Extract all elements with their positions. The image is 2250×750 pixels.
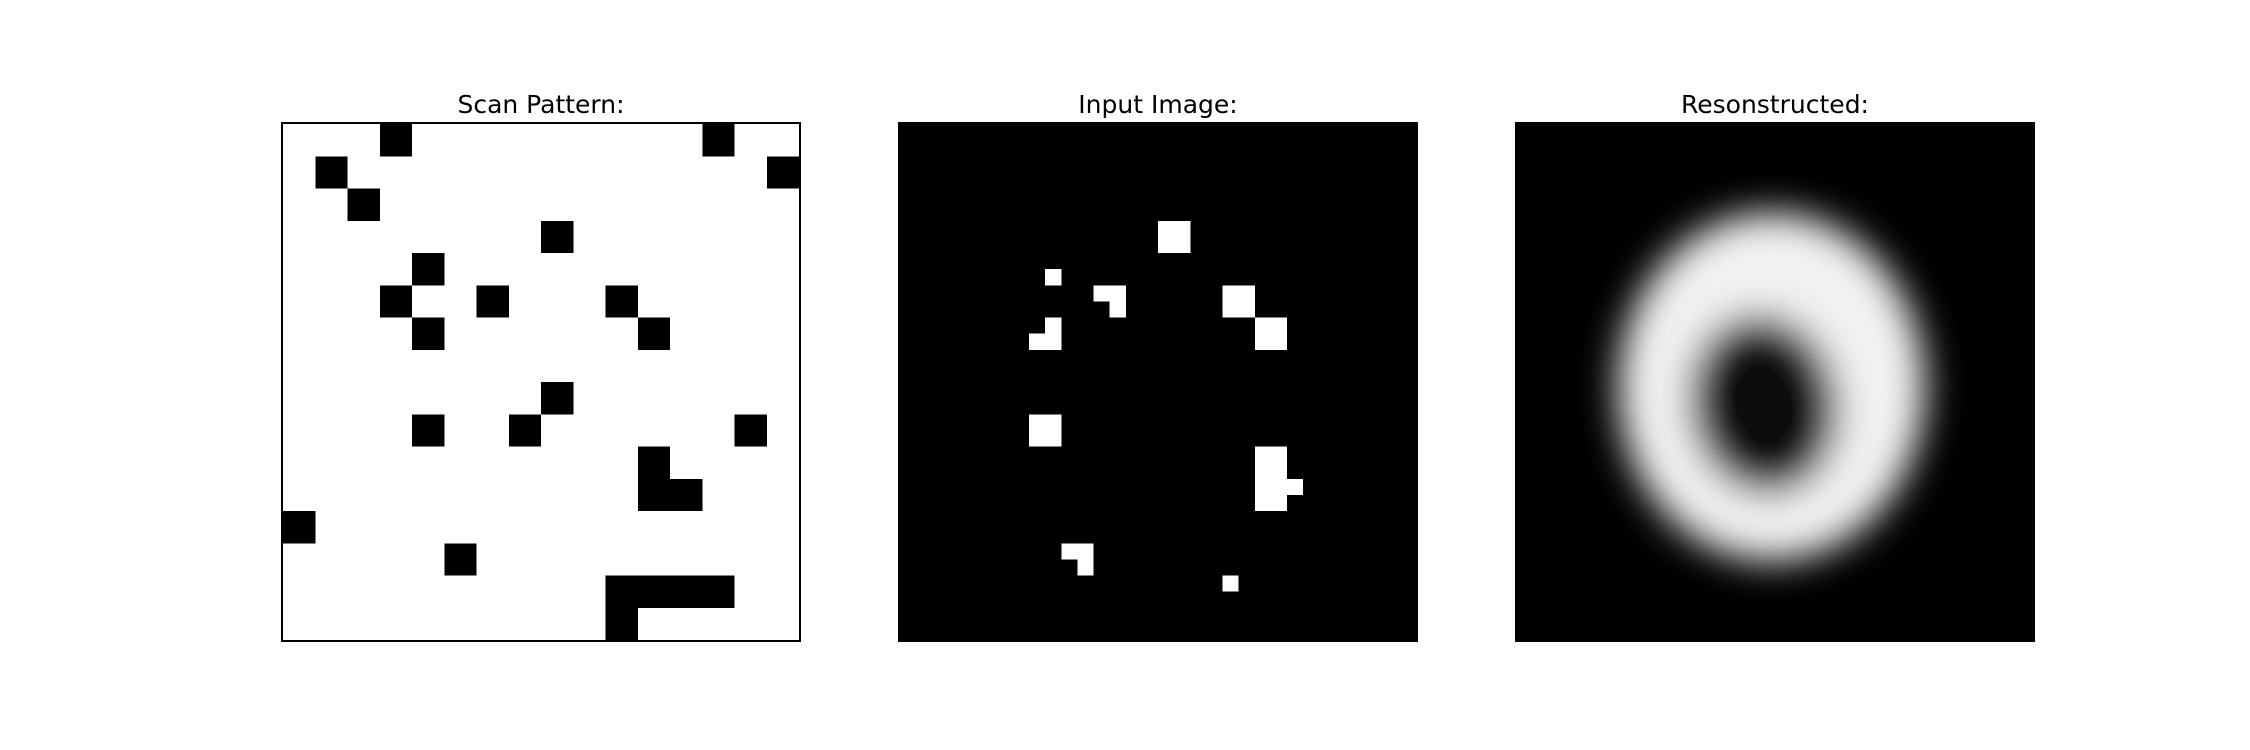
scan-cell bbox=[637, 317, 670, 350]
scan-cell bbox=[541, 220, 574, 253]
input-image bbox=[898, 122, 1418, 642]
sample-pixel bbox=[1254, 478, 1287, 511]
scan-pattern-title: Scan Pattern: bbox=[457, 90, 625, 119]
scan-cell bbox=[605, 575, 735, 608]
scan-cell bbox=[541, 382, 574, 415]
sample-pixel bbox=[1045, 317, 1062, 334]
sample-pixel bbox=[1093, 285, 1126, 302]
input-image-title: Input Image: bbox=[1078, 90, 1238, 119]
sample-pixel bbox=[1077, 559, 1094, 576]
sample-pixel bbox=[1254, 317, 1287, 350]
sample-pixel bbox=[1287, 478, 1304, 495]
sample-pixel bbox=[1029, 414, 1062, 447]
sample-pixel bbox=[1045, 269, 1062, 286]
sample-pixel bbox=[1029, 333, 1062, 350]
scan-cell bbox=[766, 156, 799, 189]
digit-zero-ring bbox=[1618, 212, 1925, 561]
scan-cell bbox=[508, 414, 541, 447]
scan-cell bbox=[605, 285, 638, 318]
sample-pixel bbox=[1222, 285, 1255, 318]
scan-cell bbox=[444, 543, 477, 576]
scan-cell bbox=[412, 414, 445, 447]
scan-cell bbox=[412, 253, 445, 286]
sample-pixel bbox=[1158, 220, 1191, 253]
scan-cell bbox=[702, 124, 735, 157]
reconstructed-title: Resonstructed: bbox=[1681, 90, 1869, 119]
scan-cell bbox=[637, 478, 703, 511]
scan-cell bbox=[379, 124, 412, 157]
scan-cell bbox=[347, 188, 380, 221]
scan-pattern-image bbox=[281, 122, 801, 642]
scan-cell bbox=[476, 285, 509, 318]
sample-pixel bbox=[1222, 575, 1239, 592]
sample-pixel bbox=[1109, 301, 1126, 318]
scan-cell bbox=[315, 156, 348, 189]
sample-pixel bbox=[1061, 543, 1094, 560]
reconstructed-image bbox=[1515, 122, 2035, 642]
scan-cell bbox=[379, 285, 412, 318]
scan-cell bbox=[637, 446, 670, 479]
scan-cell bbox=[734, 414, 767, 447]
scan-cell bbox=[605, 607, 638, 640]
scan-cell bbox=[412, 317, 445, 350]
sample-pixel bbox=[1254, 446, 1287, 479]
scan-cell bbox=[283, 511, 316, 544]
